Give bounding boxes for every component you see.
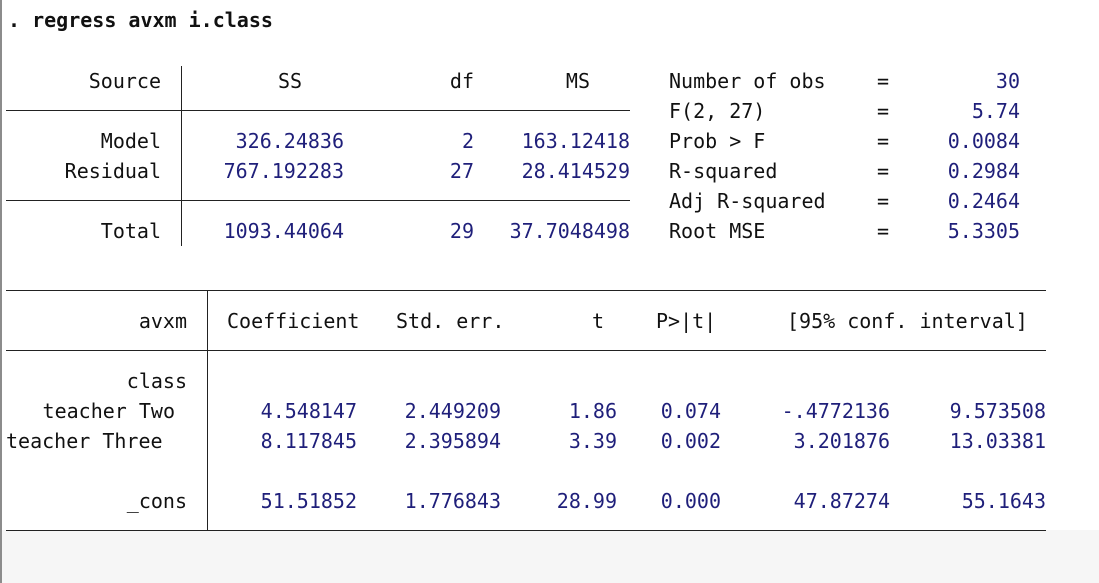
anova-row-df: 27 xyxy=(449,159,474,183)
anova-row-ss: 1093.44064 xyxy=(223,219,344,243)
output-bottom-area xyxy=(0,530,1099,583)
stat-value: 5.3305 xyxy=(947,219,1020,243)
anova-column-divider xyxy=(181,66,182,246)
command-prompt: . xyxy=(8,8,33,32)
anova-header-rule xyxy=(6,110,630,111)
coef-row-p: 0.000 xyxy=(660,489,721,513)
stat-value: 0.0084 xyxy=(947,129,1020,153)
anova-row-ss: 326.24836 xyxy=(235,129,344,153)
coef-row-p: 0.074 xyxy=(660,399,721,423)
stat-label: Number of obs xyxy=(669,69,826,93)
results-window-border xyxy=(0,0,2,583)
stat-equals: = xyxy=(877,189,890,213)
stat-label: F(2, 27) xyxy=(669,99,766,123)
coef-row-ci-high: 9.573508 xyxy=(949,399,1046,423)
coef-header-t: t xyxy=(591,309,604,333)
anova-row-df: 29 xyxy=(449,219,474,243)
coef-row-name: teacher Three xyxy=(6,429,163,453)
stat-equals: = xyxy=(877,99,890,123)
anova-row-source: Total xyxy=(100,219,161,243)
stat-value: 30 xyxy=(995,69,1020,93)
coef-row-ci-high: 55.1643 xyxy=(961,489,1046,513)
coef-row-coef: 51.51852 xyxy=(260,489,357,513)
coef-row-coef: 4.548147 xyxy=(260,399,357,423)
anova-row-ms: 28.414529 xyxy=(521,159,630,183)
stat-equals: = xyxy=(877,219,890,243)
anova-header-ms: MS xyxy=(565,69,590,93)
coef-row-ci-high: 13.03381 xyxy=(949,429,1046,453)
command-text: regress avxm i.class xyxy=(32,8,273,32)
coef-bottom-rule xyxy=(6,530,1046,531)
stat-label: R-squared xyxy=(669,159,778,183)
anova-row-ms: 37.7048498 xyxy=(509,219,630,243)
coef-row-t: 3.39 xyxy=(568,429,617,453)
coef-row-ci-low: -.4772136 xyxy=(781,399,890,423)
command-line: . regress avxm i.class xyxy=(8,5,273,35)
coef-header-coef: Coefficient xyxy=(227,309,360,333)
stat-label: Prob > F xyxy=(669,129,766,153)
coef-row-se: 2.395894 xyxy=(404,429,501,453)
coef-row-se: 2.449209 xyxy=(404,399,501,423)
stat-equals: = xyxy=(877,69,890,93)
coef-header-p: P>|t| xyxy=(656,309,717,333)
coef-top-rule xyxy=(6,290,1046,291)
anova-row-ss: 767.192283 xyxy=(223,159,344,183)
anova-total-rule xyxy=(6,200,630,201)
stat-label: Adj R-squared xyxy=(669,189,826,213)
coef-row-se: 1.776843 xyxy=(404,489,501,513)
stat-value: 5.74 xyxy=(971,99,1020,123)
stat-value: 0.2464 xyxy=(947,189,1020,213)
anova-header-source: Source xyxy=(88,69,161,93)
coef-row-t: 1.86 xyxy=(568,399,617,423)
stat-label: Root MSE xyxy=(669,219,766,243)
coef-row-name: teacher Two xyxy=(42,399,175,423)
coef-header-rule xyxy=(6,350,1046,351)
stat-equals: = xyxy=(877,129,890,153)
anova-row-df: 2 xyxy=(461,129,474,153)
stat-value: 0.2984 xyxy=(947,159,1020,183)
coef-header-var: avxm xyxy=(138,309,187,333)
coef-row-ci-low: 47.87274 xyxy=(793,489,890,513)
anova-header-df: df xyxy=(449,69,474,93)
coef-row-ci-low: 3.201876 xyxy=(793,429,890,453)
anova-row-source: Model xyxy=(100,129,161,153)
coef-column-divider xyxy=(207,290,208,530)
coef-row-coef: 8.117845 xyxy=(260,429,357,453)
coef-row-t: 28.99 xyxy=(556,489,617,513)
anova-row-source: Residual xyxy=(64,159,161,183)
anova-row-ms: 163.12418 xyxy=(521,129,630,153)
coef-header-se: Std. err. xyxy=(396,309,505,333)
coef-header-ci: [95% conf. interval] xyxy=(787,309,1028,333)
stat-equals: = xyxy=(877,159,890,183)
coef-group-label: class xyxy=(126,369,187,393)
coef-row-name: _cons xyxy=(126,489,187,513)
coef-row-p: 0.002 xyxy=(660,429,721,453)
anova-header-ss: SS xyxy=(277,69,303,93)
